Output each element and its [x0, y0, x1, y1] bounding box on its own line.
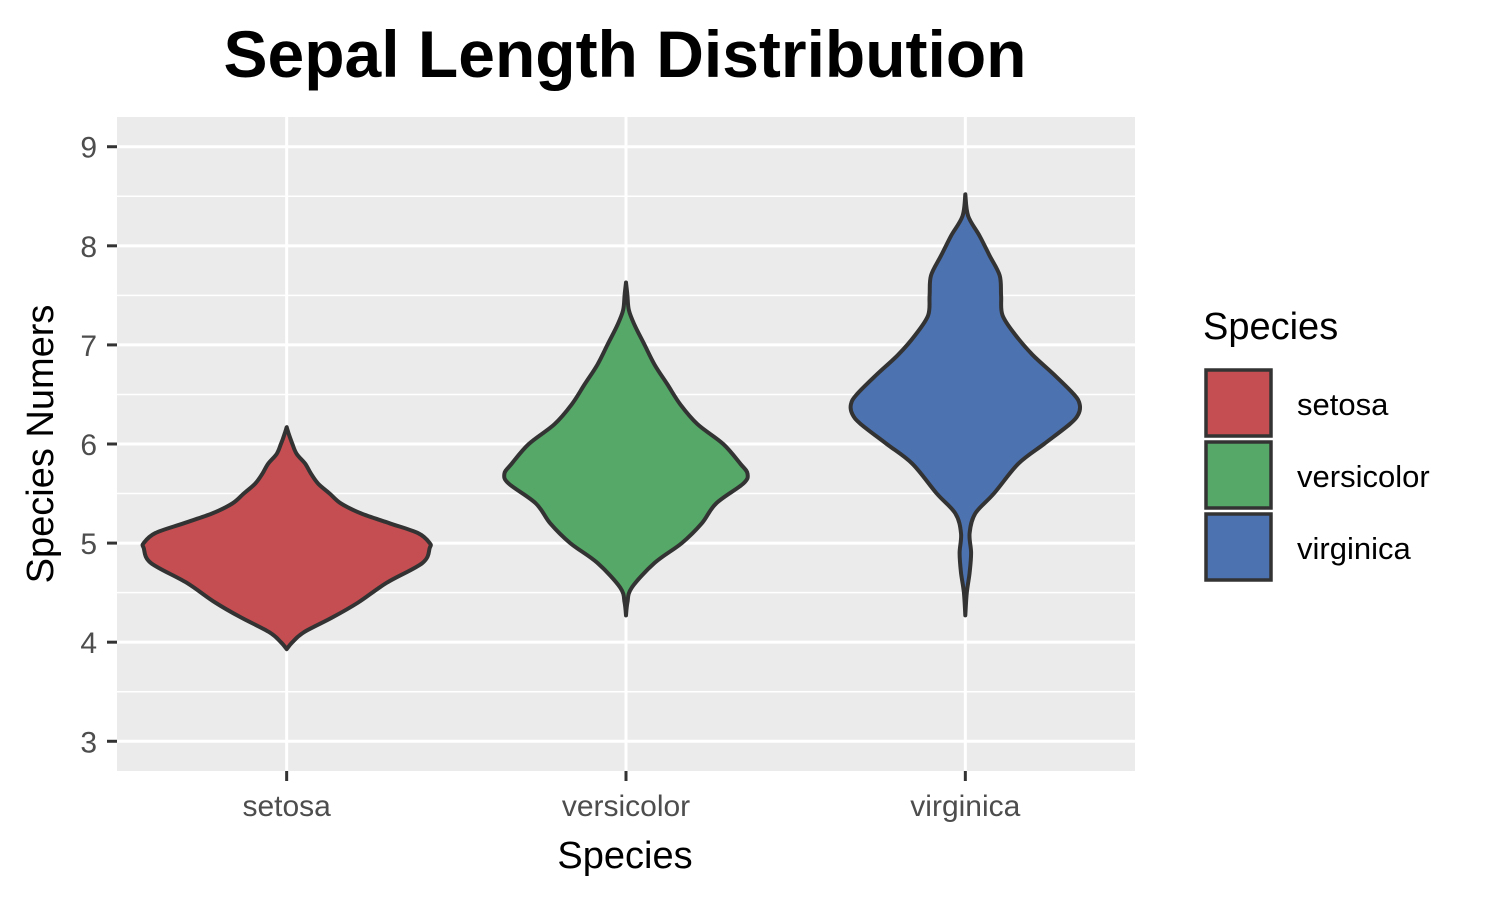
violin-versicolor	[502, 280, 750, 618]
y-tick-label: 4	[80, 627, 97, 660]
y-tick-label: 6	[80, 429, 97, 462]
legend-label: virginica	[1297, 531, 1411, 566]
y-axis-title: Species Numers	[20, 305, 62, 584]
y-tick-label: 8	[80, 231, 97, 264]
legend-key-virginica	[1204, 512, 1273, 582]
y-axis: 3 4 5 6 7 8 9	[80, 132, 117, 759]
y-tick-label: 7	[80, 330, 97, 363]
chart-title: Sepal Length Distribution	[224, 17, 1027, 91]
x-axis: setosa versicolor virginica	[242, 771, 1021, 823]
x-tick-label: setosa	[242, 790, 331, 823]
legend: Species setosa versicolor virginica	[1203, 306, 1430, 582]
violin-virginica	[848, 192, 1083, 618]
x-axis-title: Species	[557, 835, 692, 877]
legend-title: Species	[1203, 306, 1338, 348]
legend-key-versicolor	[1204, 440, 1273, 510]
x-tick-label: versicolor	[562, 790, 690, 823]
violins	[140, 192, 1083, 652]
legend-key-setosa	[1204, 368, 1273, 438]
legend-label: versicolor	[1297, 459, 1430, 494]
legend-label: setosa	[1297, 387, 1389, 422]
y-tick-label: 9	[80, 132, 97, 165]
x-tick-label: virginica	[910, 790, 1020, 823]
y-tick-label: 3	[80, 726, 97, 759]
violin-setosa	[140, 425, 433, 652]
y-tick-label: 5	[80, 528, 97, 561]
